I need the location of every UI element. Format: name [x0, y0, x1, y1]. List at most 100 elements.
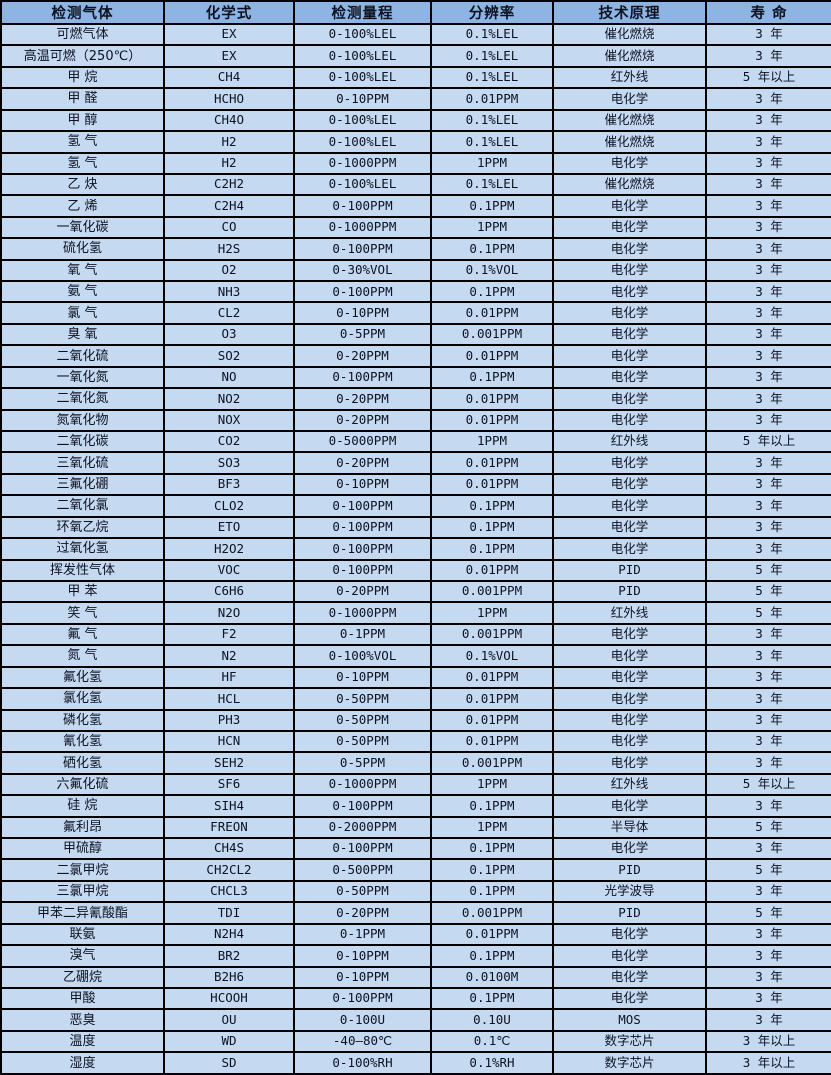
table-row: 臭 氧 O3 0-5PPM 0.001PPM 电化学 3 年 — [0, 322, 831, 347]
cell-gas: 六氟化硫 — [0, 772, 165, 797]
cell-range: 0-100%LEL — [293, 172, 432, 197]
cell-resolution: 0.1PPM — [430, 194, 554, 218]
header-row: 检测气体 化学式 检测量程 分辨率 技术原理寿 命 — [0, 0, 831, 25]
cell-formula: EX — [163, 44, 295, 68]
cell-resolution: 0.1%LEL — [430, 22, 554, 47]
cell-principle: 电化学 — [552, 408, 707, 433]
cell-resolution: 0.1%LEL — [430, 44, 554, 68]
cell-gas: 硅 烷 — [0, 794, 165, 818]
cell-resolution: 0.001PPM — [430, 901, 554, 925]
cell-formula: CH4S — [163, 837, 295, 861]
cell-formula: WD — [163, 1029, 295, 1054]
cell-lifespan: 3 年以上 — [705, 1051, 831, 1075]
cell-gas: 甲 醇 — [0, 108, 165, 133]
cell-principle: 电化学 — [552, 837, 707, 861]
cell-resolution: 0.1PPM — [430, 494, 554, 518]
cell-resolution: 1PPM — [430, 151, 554, 175]
cell-resolution: 0.1℃ — [430, 1029, 554, 1054]
cell-resolution: 0.01PPM — [430, 922, 554, 947]
cell-gas: 二氯甲烷 — [0, 858, 165, 882]
cell-principle: 光学波导 — [552, 879, 707, 904]
cell-principle: 电化学 — [552, 494, 707, 518]
table-row: 一氧化氮 NO 0-100PPM 0.1PPM 电化学 3 年 — [0, 365, 831, 390]
cell-gas: 臭 氧 — [0, 322, 165, 347]
cell-formula: O3 — [163, 322, 295, 347]
cell-principle: 电化学 — [552, 301, 707, 325]
cell-range: 0-50PPM — [293, 879, 432, 904]
cell-principle: 电化学 — [552, 644, 707, 668]
table-row: 可燃气体 EX 0-100%LEL 0.1%LEL 催化燃烧 3 年 — [0, 22, 831, 47]
cell-principle: 电化学 — [552, 258, 707, 283]
cell-lifespan: 3 年 — [705, 729, 831, 754]
cell-formula: BF3 — [163, 472, 295, 497]
cell-gas: 氢 气 — [0, 130, 165, 154]
cell-gas: 乙 炔 — [0, 172, 165, 197]
cell-range: 0-10PPM — [293, 87, 432, 111]
cell-gas: 氮 气 — [0, 644, 165, 668]
header-cell-range: 检测量程 — [293, 0, 432, 25]
cell-principle: 电化学 — [552, 151, 707, 175]
cell-gas: 乙硼烷 — [0, 965, 165, 990]
cell-resolution: 0.10U — [430, 1008, 554, 1032]
cell-range: 0-100%LEL — [293, 44, 432, 68]
cell-lifespan: 3 年 — [705, 172, 831, 197]
cell-formula: SEH2 — [163, 751, 295, 775]
cell-formula: OU — [163, 1008, 295, 1032]
cell-formula: CL2 — [163, 301, 295, 325]
table-row: 高温可燃（250℃） EX 0-100%LEL 0.1%LEL 催化燃烧 3 年 — [0, 44, 831, 68]
cell-formula: VOC — [163, 558, 295, 582]
cell-gas: 恶臭 — [0, 1008, 165, 1032]
table-row: 磷化氢 PH3 0-50PPM 0.01PPM 电化学 3 年 — [0, 708, 831, 732]
table-row: 氟化氢 HF 0-10PPM 0.01PPM 电化学 3 年 — [0, 665, 831, 690]
cell-gas: 氟化氢 — [0, 665, 165, 690]
cell-formula: B2H6 — [163, 965, 295, 990]
cell-principle: 电化学 — [552, 237, 707, 261]
cell-formula: C2H2 — [163, 172, 295, 197]
table-row: 挥发性气体 VOC 0-100PPM 0.01PPM PID 5 年 — [0, 558, 831, 582]
table-row: 三氟化硼 BF3 0-10PPM 0.01PPM 电化学 3 年 — [0, 472, 831, 497]
cell-lifespan: 3 年 — [705, 472, 831, 497]
cell-formula: C6H6 — [163, 579, 295, 604]
cell-gas: 笑 气 — [0, 601, 165, 625]
cell-range: 0-100PPM — [293, 280, 432, 304]
table-row: 过氧化氢 H2O2 0-100PPM 0.1PPM 电化学 3 年 — [0, 537, 831, 561]
cell-lifespan: 3 年 — [705, 344, 831, 368]
cell-resolution: 0.01PPM — [430, 301, 554, 325]
cell-resolution: 0.01PPM — [430, 87, 554, 111]
table-row: 硅 烷 SIH4 0-100PPM 0.1PPM 电化学 3 年 — [0, 794, 831, 818]
cell-range: 0-5PPM — [293, 322, 432, 347]
cell-gas: 磷化氢 — [0, 708, 165, 732]
table-row: 乙 炔 C2H2 0-100%LEL 0.1%LEL 催化燃烧 3 年 — [0, 172, 831, 197]
cell-resolution: 0.1PPM — [430, 879, 554, 904]
table-row: 氯化氢 HCL 0-50PPM 0.01PPM 电化学 3 年 — [0, 687, 831, 711]
cell-resolution: 0.1PPM — [430, 944, 554, 968]
cell-resolution: 0.1%VOL — [430, 258, 554, 283]
cell-formula: BR2 — [163, 944, 295, 968]
cell-range: 0-5PPM — [293, 751, 432, 775]
table-row: 乙硼烷 B2H6 0-10PPM 0.0100M 电化学 3 年 — [0, 965, 831, 990]
cell-range: 0-30%VOL — [293, 258, 432, 283]
cell-range: 0-20PPM — [293, 451, 432, 475]
cell-resolution: 0.01PPM — [430, 408, 554, 433]
cell-resolution: 0.01PPM — [430, 451, 554, 475]
cell-formula: N2O — [163, 601, 295, 625]
cell-resolution: 1PPM — [430, 772, 554, 797]
table-row: 氢 气 H2 0-100%LEL 0.1%LEL 催化燃烧 3 年 — [0, 130, 831, 154]
cell-lifespan: 3 年 — [705, 408, 831, 433]
cell-principle: PID — [552, 858, 707, 882]
table-row: 湿度 SD 0-100%RH 0.1%RH 数字芯片 3 年以上 — [0, 1051, 831, 1075]
cell-principle: 电化学 — [552, 387, 707, 411]
cell-range: -40—80℃ — [293, 1029, 432, 1054]
cell-range: 0-100%LEL — [293, 22, 432, 47]
cell-gas: 联氨 — [0, 922, 165, 947]
cell-gas: 氯化氢 — [0, 687, 165, 711]
header-cell-resolution: 分辨率 — [430, 0, 554, 25]
table-row: 氨 气 NH3 0-100PPM 0.1PPM 电化学 3 年 — [0, 280, 831, 304]
cell-formula: TDI — [163, 901, 295, 925]
cell-principle: 电化学 — [552, 922, 707, 947]
cell-gas: 氟 气 — [0, 622, 165, 647]
cell-principle: 红外线 — [552, 429, 707, 454]
cell-gas: 氨 气 — [0, 280, 165, 304]
cell-resolution: 0.01PPM — [430, 687, 554, 711]
cell-principle: 催化燃烧 — [552, 130, 707, 154]
